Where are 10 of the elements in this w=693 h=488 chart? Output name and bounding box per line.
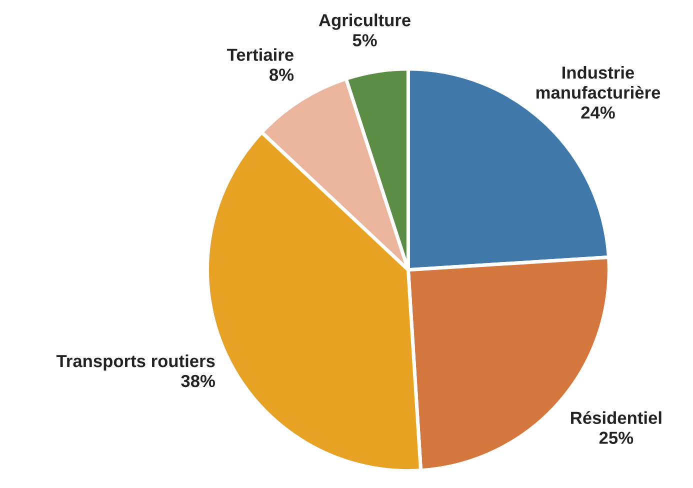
data-label: 24% <box>581 106 615 119</box>
slice-label: Agriculture <box>318 14 411 30</box>
data-label: 8% <box>270 68 294 81</box>
slice-label: Transports routiers <box>56 354 215 371</box>
data-label: 25% <box>599 432 634 444</box>
slice-label: Résidentiel <box>571 411 662 424</box>
data-label: 5% <box>352 34 377 46</box>
slice-label: Industrie manufacturière <box>536 66 660 99</box>
slice-label: Tertiaire <box>227 48 294 61</box>
data-label: 38% <box>181 374 215 388</box>
